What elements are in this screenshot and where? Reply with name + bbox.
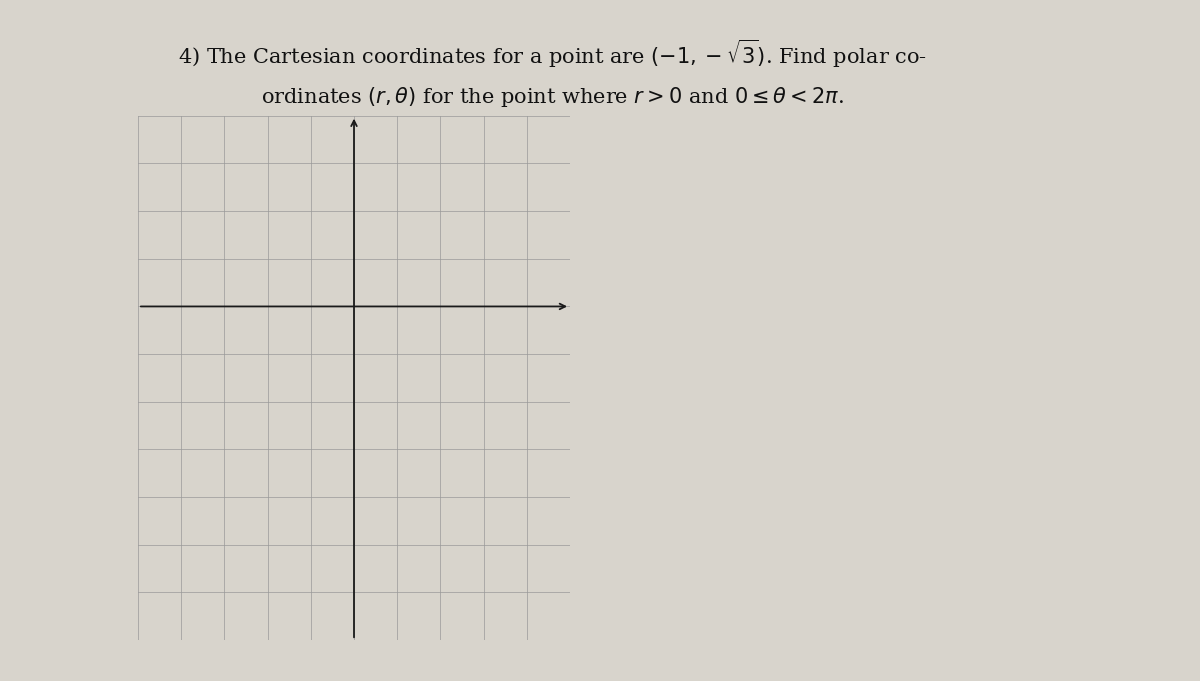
Text: 4) The Cartesian coordinates for a point are $(-1,-\sqrt{3})$. Find polar co-: 4) The Cartesian coordinates for a point…: [178, 37, 926, 69]
Text: ordinates $(r, \theta)$ for the point where $r > 0$ and $0 \leq \theta < 2\pi$.: ordinates $(r, \theta)$ for the point wh…: [260, 85, 844, 109]
